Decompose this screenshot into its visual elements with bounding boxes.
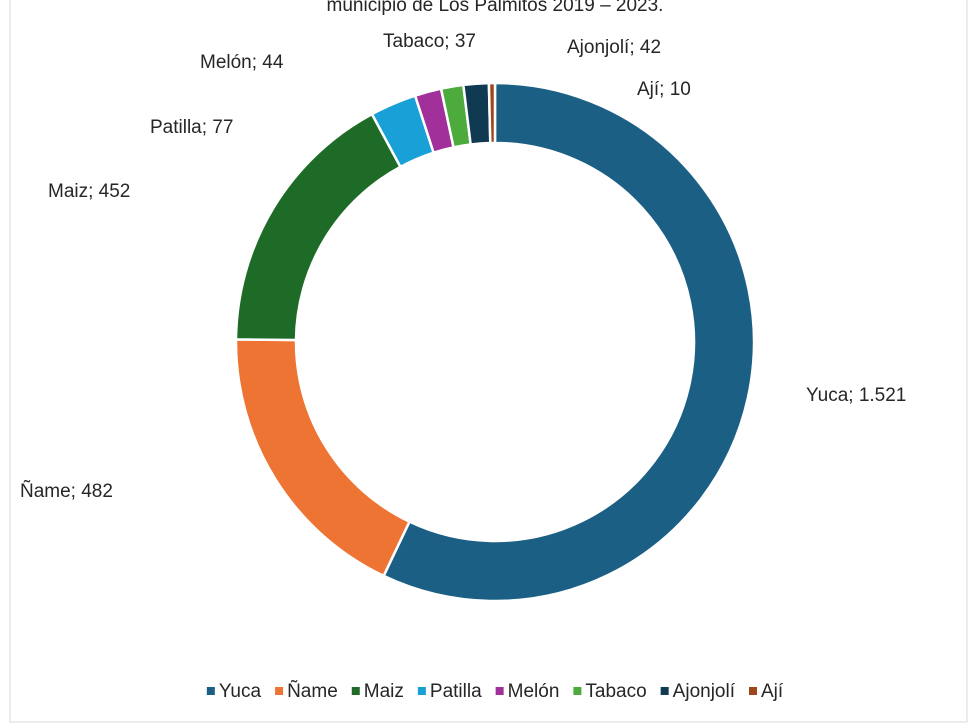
donut-slice (234, 112, 403, 342)
donut-slice (487, 81, 497, 145)
legend-marker (275, 687, 284, 695)
chart-title: municipio de Los Palmitos 2019 – 2023. (327, 0, 664, 16)
data-label: Melón; 44 (200, 52, 284, 73)
data-label: Ajonjolí; 42 (567, 37, 661, 58)
legend-label: Tabaco (585, 681, 646, 702)
legend-marker (495, 687, 504, 695)
data-label: Tabaco; 37 (383, 31, 476, 52)
legend-marker (749, 687, 757, 695)
legend-label: Ajonjolí (673, 681, 736, 702)
legend-label: Melón (508, 681, 560, 702)
legend-label: Ají (761, 681, 784, 702)
legend-marker (417, 687, 426, 695)
data-label: Ají; 10 (637, 79, 691, 100)
data-label: Yuca; 1.521 (806, 385, 906, 406)
legend-label: Yuca (219, 681, 262, 702)
data-label: Patilla; 77 (150, 117, 233, 138)
donut-slice (234, 338, 412, 578)
donut-slice (381, 81, 756, 603)
legend-label: Ñame (287, 680, 338, 702)
legend-marker (660, 687, 669, 695)
data-label: Ñame; 482 (20, 480, 113, 502)
legend-label: Patilla (430, 681, 482, 702)
legend-marker (573, 687, 582, 695)
legend-marker (351, 687, 360, 695)
chart-border (9, 0, 968, 723)
legend-marker (206, 687, 215, 695)
legend-label: Maiz (364, 681, 404, 702)
data-label: Maiz; 452 (48, 181, 130, 202)
